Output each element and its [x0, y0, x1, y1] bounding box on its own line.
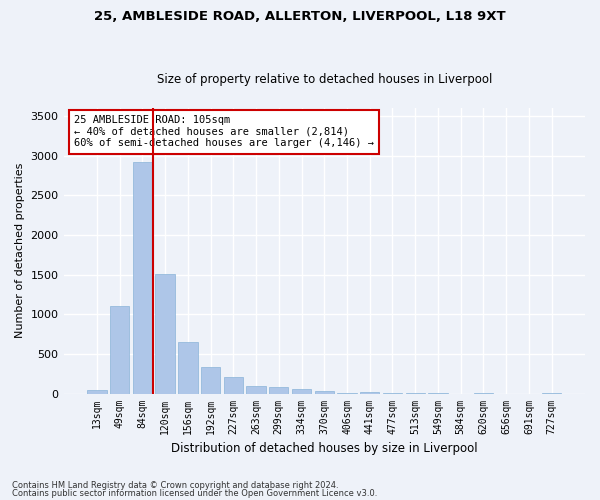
X-axis label: Distribution of detached houses by size in Liverpool: Distribution of detached houses by size …	[171, 442, 478, 455]
Bar	[360, 392, 379, 394]
Bar	[314, 391, 334, 394]
Text: 25 AMBLESIDE ROAD: 105sqm
← 40% of detached houses are smaller (2,814)
60% of se: 25 AMBLESIDE ROAD: 105sqm ← 40% of detac…	[74, 115, 374, 148]
Bar	[269, 387, 289, 394]
Text: Contains HM Land Registry data © Crown copyright and database right 2024.: Contains HM Land Registry data © Crown c…	[12, 481, 338, 490]
Bar	[110, 306, 130, 394]
Title: Size of property relative to detached houses in Liverpool: Size of property relative to detached ho…	[157, 73, 492, 86]
Bar	[201, 366, 220, 394]
Text: 25, AMBLESIDE ROAD, ALLERTON, LIVERPOOL, L18 9XT: 25, AMBLESIDE ROAD, ALLERTON, LIVERPOOL,…	[94, 10, 506, 23]
Y-axis label: Number of detached properties: Number of detached properties	[15, 163, 25, 338]
Bar	[133, 162, 152, 394]
Text: Contains public sector information licensed under the Open Government Licence v3: Contains public sector information licen…	[12, 488, 377, 498]
Bar	[292, 389, 311, 394]
Bar	[247, 386, 266, 394]
Bar	[178, 342, 197, 394]
Bar	[87, 390, 107, 394]
Bar	[224, 376, 243, 394]
Bar	[337, 393, 356, 394]
Bar	[155, 274, 175, 394]
